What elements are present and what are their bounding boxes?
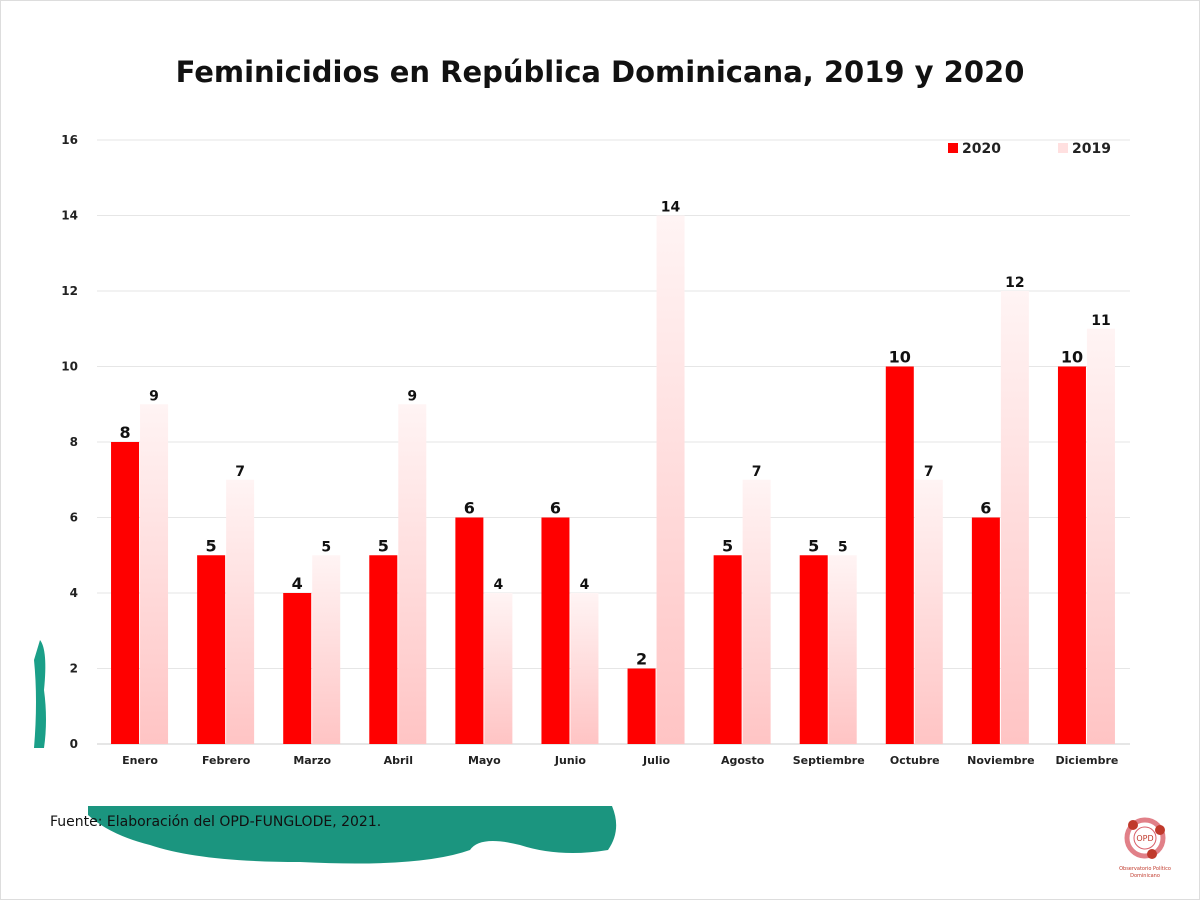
legend-swatch-2019 xyxy=(1058,143,1068,153)
legend-swatch-2020 xyxy=(948,143,958,153)
bar-2019 xyxy=(1086,328,1115,744)
x-tick-label: Diciembre xyxy=(1056,754,1119,767)
bar-2020 xyxy=(455,517,484,744)
bar-2019 xyxy=(914,479,943,744)
x-tick-label: Agosto xyxy=(721,754,765,767)
data-label-2020: 8 xyxy=(119,423,130,442)
data-label-2020: 6 xyxy=(464,499,475,518)
x-tick-label: Abril xyxy=(384,754,413,767)
bar-2019 xyxy=(398,404,427,744)
teal-smear xyxy=(34,640,617,864)
data-label-2019: 4 xyxy=(580,577,590,593)
opd-logo: OPD Observatorio Político Dominicano xyxy=(1119,817,1171,879)
y-tick-label: 14 xyxy=(61,209,78,223)
data-label-2019: 5 xyxy=(321,539,331,555)
bar-2019 xyxy=(828,555,857,744)
bar-2019 xyxy=(742,479,771,744)
x-tick-label: Enero xyxy=(122,754,158,767)
y-tick-label: 6 xyxy=(70,511,78,525)
x-tick-label: Noviembre xyxy=(967,754,1034,767)
bar-2020 xyxy=(885,366,914,744)
bar-2020 xyxy=(799,555,828,744)
data-label-2020: 5 xyxy=(378,536,389,555)
source-note: Fuente: Elaboración del OPD-FUNGLODE, 20… xyxy=(50,814,382,830)
y-tick-label: 0 xyxy=(70,737,78,751)
data-label-2020: 5 xyxy=(206,536,217,555)
data-label-2020: 5 xyxy=(808,536,819,555)
data-label-2019: 7 xyxy=(924,464,934,480)
bar-2020 xyxy=(283,593,312,744)
data-label-2019: 11 xyxy=(1091,313,1110,329)
data-label-2020: 4 xyxy=(292,574,303,593)
bar-2020 xyxy=(627,668,656,744)
bar-2019 xyxy=(484,593,513,744)
data-label-2020: 10 xyxy=(1061,348,1083,367)
bar-2019 xyxy=(570,593,599,744)
data-label-2020: 6 xyxy=(980,499,991,518)
data-label-2019: 5 xyxy=(838,539,848,555)
legend-label-2020: 2020 xyxy=(962,141,1001,157)
chart-title: Feminicidios en República Dominicana, 20… xyxy=(175,55,1025,89)
data-label-2019: 9 xyxy=(407,388,417,404)
y-tick-label: 16 xyxy=(61,133,78,147)
y-tick-label: 2 xyxy=(70,662,78,676)
bar-2019 xyxy=(1000,291,1029,744)
x-tick-label: Febrero xyxy=(202,754,251,767)
data-label-2019: 12 xyxy=(1005,275,1024,291)
x-tick-label: Julio xyxy=(642,754,670,767)
svg-text:Observatorio Político: Observatorio Político xyxy=(1119,865,1171,872)
bar-2020 xyxy=(111,442,140,744)
y-tick-label: 12 xyxy=(61,284,78,298)
bar-2020 xyxy=(971,517,1000,744)
data-label-2019: 7 xyxy=(235,464,245,480)
bar-2020 xyxy=(541,517,570,744)
bar-2019 xyxy=(226,479,255,744)
legend-label-2019: 2019 xyxy=(1072,141,1111,157)
x-tick-label: Junio xyxy=(554,754,587,767)
x-tick-label: Octubre xyxy=(890,754,940,767)
svg-text:Dominicano: Dominicano xyxy=(1130,873,1160,879)
y-tick-label: 4 xyxy=(70,586,78,600)
x-tick-label: Mayo xyxy=(468,754,501,767)
bar-2019 xyxy=(656,215,685,744)
bar-2020 xyxy=(1057,366,1086,744)
bar-2020 xyxy=(197,555,226,744)
data-label-2020: 2 xyxy=(636,650,647,669)
bar-2020 xyxy=(713,555,742,744)
x-tick-label: Septiembre xyxy=(793,754,865,767)
data-label-2020: 6 xyxy=(550,499,561,518)
data-label-2019: 14 xyxy=(661,200,681,216)
data-label-2019: 9 xyxy=(149,388,159,404)
bar-2020 xyxy=(369,555,398,744)
data-label-2019: 4 xyxy=(494,577,504,593)
data-label-2020: 10 xyxy=(889,348,911,367)
y-tick-label: 8 xyxy=(70,435,78,449)
data-label-2020: 5 xyxy=(722,536,733,555)
data-label-2019: 7 xyxy=(752,464,762,480)
y-tick-label: 10 xyxy=(61,360,78,374)
svg-text:OPD: OPD xyxy=(1136,834,1153,843)
bar-2019 xyxy=(140,404,169,744)
bar-2019 xyxy=(312,555,341,744)
x-tick-label: Marzo xyxy=(293,754,331,767)
